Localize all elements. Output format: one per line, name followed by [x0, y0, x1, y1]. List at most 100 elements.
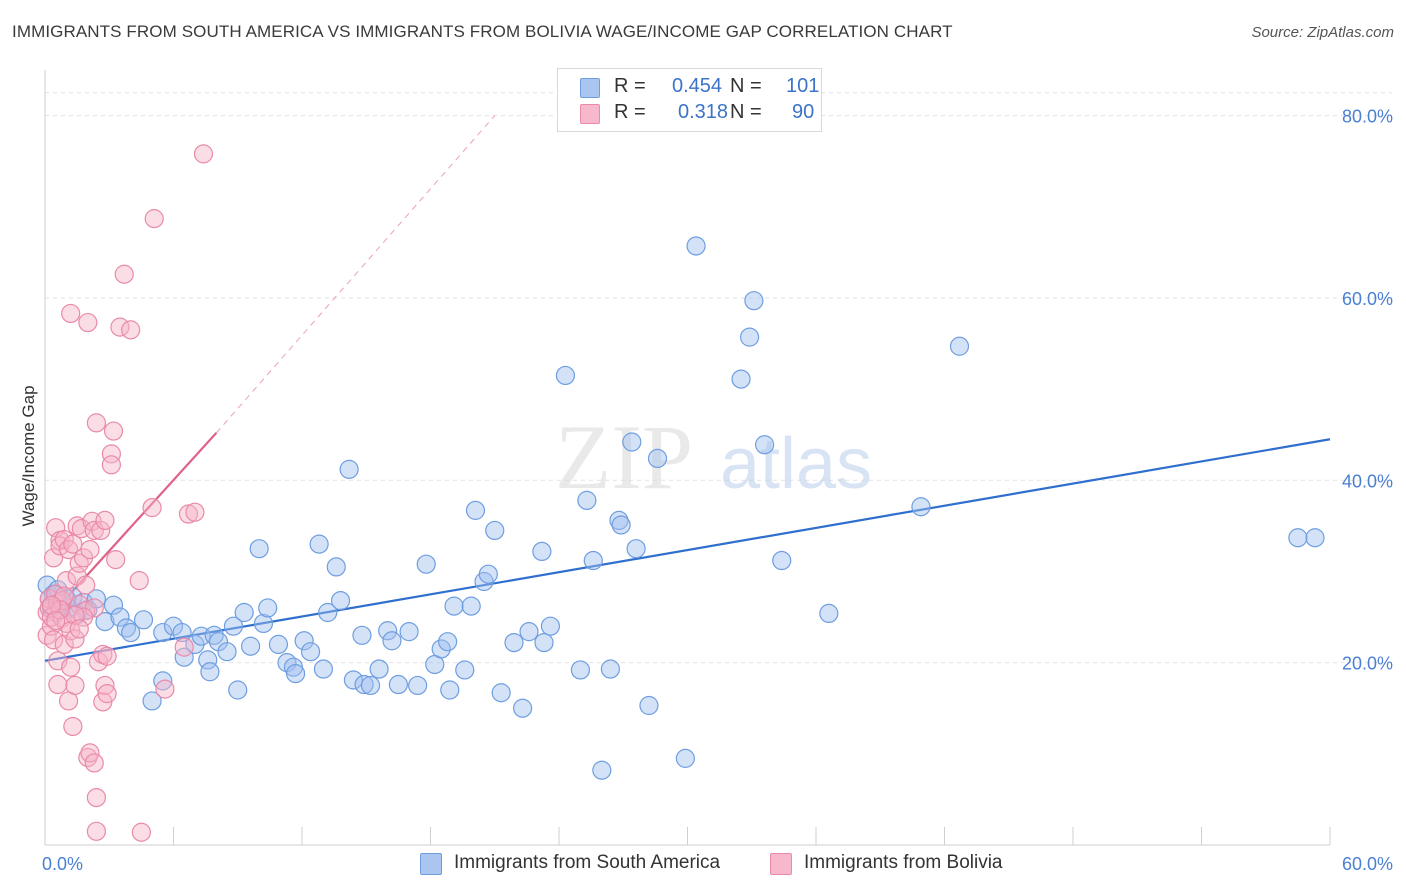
point-bolivia [65, 675, 85, 696]
source-label: Source: ZipAtlas.com [1251, 24, 1394, 41]
point-south-america [378, 621, 398, 641]
point-south-america [382, 631, 402, 651]
point-bolivia [155, 679, 175, 699]
point-bolivia [193, 144, 214, 164]
x-tick-labels: 0.0% 60.0% [42, 854, 1393, 874]
point-south-america [313, 659, 334, 679]
point-bolivia [114, 264, 134, 284]
r-value: 0.454 [672, 75, 723, 97]
point-south-america [369, 659, 389, 679]
point-bolivia [142, 498, 162, 518]
point-bolivia [80, 743, 100, 763]
point-bolivia [48, 674, 68, 695]
point-bolivia [86, 787, 107, 808]
point-south-america [309, 534, 329, 554]
r-label: R = [614, 101, 646, 123]
point-south-america [600, 659, 621, 679]
point-south-america [110, 607, 130, 627]
point-south-america [326, 557, 346, 577]
y-tick-label: 20.0% [1342, 654, 1393, 674]
point-south-america [172, 622, 192, 643]
point-south-america [103, 595, 124, 615]
point-south-america [504, 632, 524, 653]
legend-label: Immigrants from South America [454, 852, 721, 873]
point-bolivia [86, 413, 107, 433]
point-bolivia [106, 550, 126, 570]
point-south-america [354, 674, 374, 695]
point-south-america [431, 639, 451, 659]
point-south-america [268, 634, 289, 655]
axes [44, 70, 1331, 846]
point-south-america [519, 622, 539, 642]
n-label: N = [730, 101, 762, 123]
point-bolivia [76, 575, 96, 595]
trend-lines [44, 115, 1331, 662]
grid-lines [45, 92, 1392, 664]
point-south-america [485, 520, 505, 541]
point-bolivia [97, 684, 117, 704]
point-bolivia [54, 529, 74, 550]
point-south-america [532, 541, 552, 562]
point-south-america [639, 695, 659, 716]
point-bolivia [101, 455, 121, 475]
point-bolivia [97, 646, 117, 666]
point-bolivia [46, 611, 66, 631]
point-south-america [740, 327, 760, 347]
legend-swatch-south-america [420, 853, 442, 875]
point-south-america [399, 622, 419, 642]
point-south-america [555, 365, 576, 386]
point-south-america [455, 660, 475, 680]
point-bolivia [80, 539, 100, 560]
point-south-america [343, 670, 363, 690]
point-south-america [772, 550, 792, 571]
point-bolivia [121, 320, 141, 340]
x-tick-label-end: 60.0% [1342, 854, 1393, 874]
point-south-america [153, 622, 173, 643]
watermark-atlas: atlas [720, 424, 872, 504]
point-south-america [754, 435, 775, 455]
point-south-america [461, 596, 481, 616]
point-south-america [512, 698, 533, 718]
point-south-america [133, 610, 154, 630]
y-tick-label: 40.0% [1342, 471, 1393, 491]
point-south-america [440, 680, 460, 700]
n-label: N = [730, 75, 762, 97]
point-south-america [583, 550, 603, 571]
point-south-america [294, 631, 314, 651]
point-south-america [228, 680, 248, 700]
point-bolivia [178, 504, 199, 524]
stats-legend: R = 0.454 N = 101 R = 0.318 N = 90 [557, 68, 822, 132]
point-bolivia [63, 534, 83, 554]
point-south-america [478, 564, 498, 584]
point-bolivia [61, 303, 81, 324]
point-south-america [626, 539, 646, 559]
point-south-america [592, 760, 612, 780]
point-south-america [611, 515, 631, 535]
point-south-america [121, 622, 141, 643]
point-south-america [647, 448, 668, 469]
point-bolivia [84, 753, 104, 773]
point-south-america [465, 500, 486, 520]
point-bolivia [61, 657, 81, 677]
point-bolivia [63, 716, 83, 737]
point-south-america [300, 642, 321, 662]
legend-label: Immigrants from Bolivia [804, 852, 1003, 873]
points [37, 144, 1325, 842]
point-bolivia [41, 595, 62, 615]
swatch-south-america [580, 78, 600, 98]
point-south-america [217, 642, 237, 662]
point-bolivia [129, 570, 149, 591]
point-south-america [142, 691, 162, 711]
y-axis-label: Wage/Income Gap [19, 385, 38, 526]
point-bolivia [50, 600, 70, 620]
point-south-america [622, 432, 642, 452]
swatch-bolivia [580, 104, 600, 124]
y-tick-label: 60.0% [1342, 289, 1393, 309]
point-south-america [444, 596, 464, 616]
n-value: 101 [786, 75, 820, 97]
point-south-america [577, 490, 597, 510]
y-tick-label: 80.0% [1342, 107, 1393, 127]
point-bolivia [78, 312, 98, 333]
point-bolivia [65, 629, 85, 649]
